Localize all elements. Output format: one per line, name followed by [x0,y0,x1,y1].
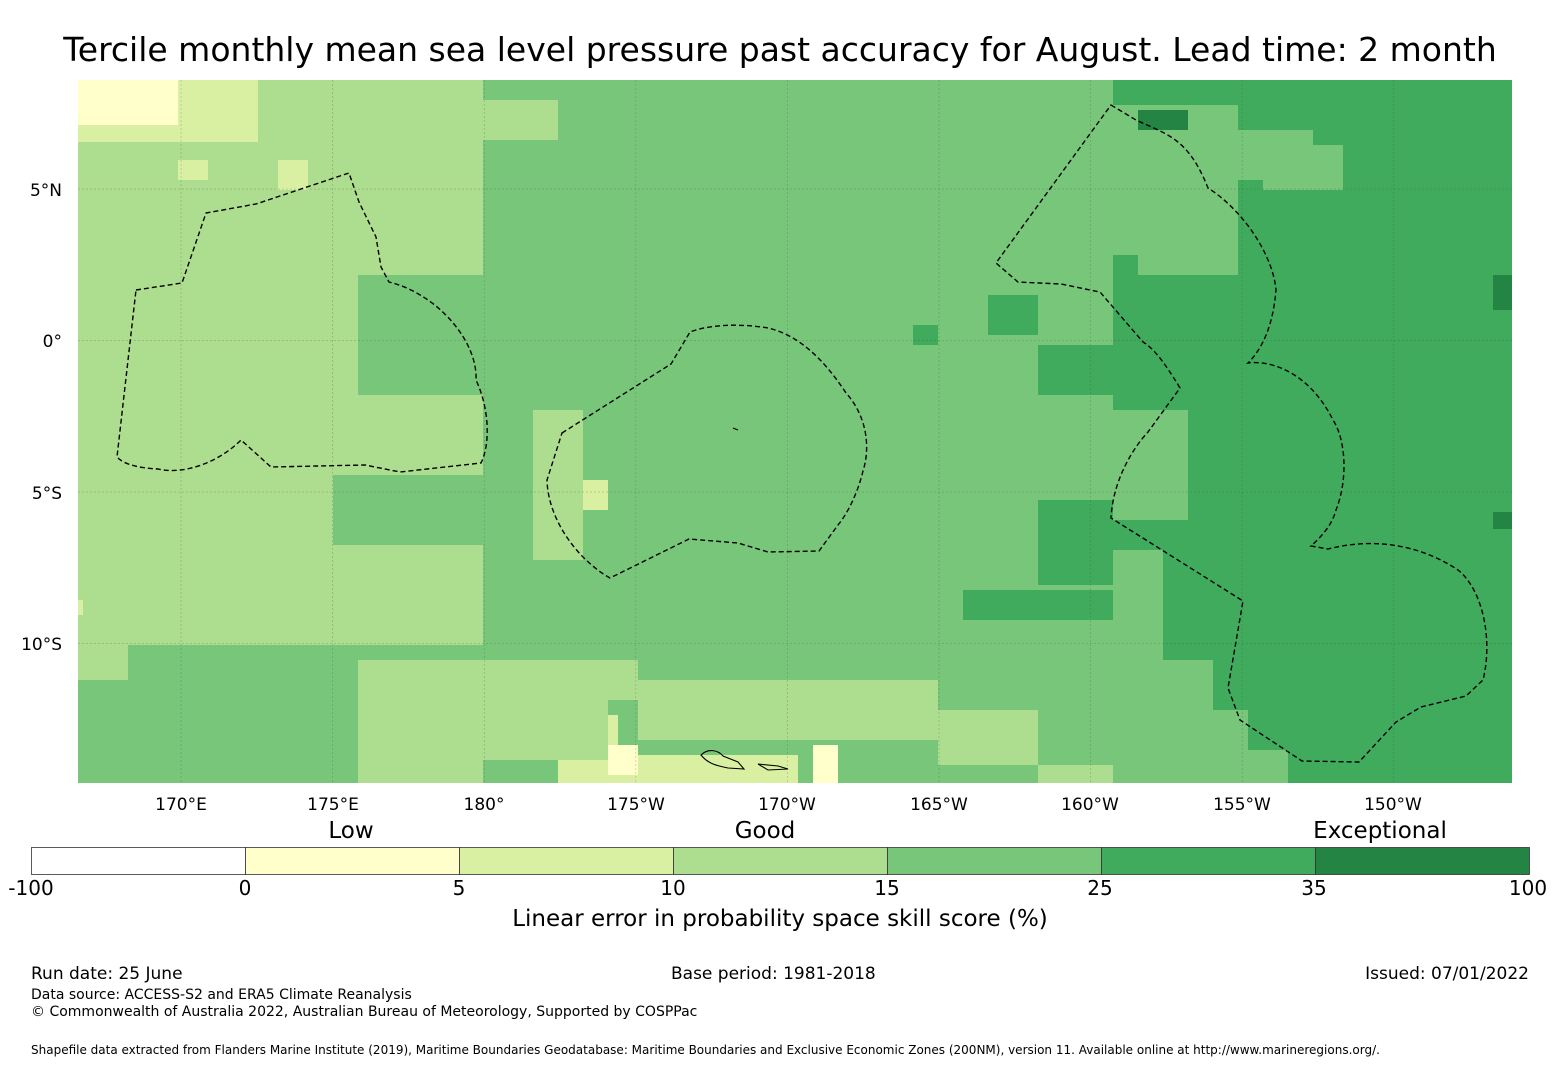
eez-boundaries [116,104,1488,763]
colorbar-bin [673,847,888,875]
lat-label: 5°N [29,181,62,201]
copyright-notice: © Commonwealth of Australia 2022, Austra… [31,1004,698,1020]
data-source: Data source: ACCESS-S2 and ERA5 Climate … [31,987,412,1003]
skill-cell [963,590,1113,620]
skill-cell [1038,500,1113,585]
skill-cell [483,100,558,140]
skill-cell [1493,512,1512,529]
colorbar-tick: 25 [1087,876,1113,900]
skill-cell [533,410,583,560]
skill-field [78,80,1512,783]
skill-cell [1493,275,1512,310]
skill-cell [278,160,308,190]
island-coastlines [700,427,789,771]
skill-cell [1138,210,1238,275]
skill-cell [78,645,128,685]
skill-cell [813,745,838,783]
skill-cell [1263,145,1343,190]
category-label-exceptional: Exceptional [1313,818,1447,844]
lon-label: 170°E [155,795,207,815]
lon-label: 180° [463,795,505,815]
skill-score-map [78,80,1512,783]
category-label-good: Good [734,818,796,844]
skill-cell [608,745,638,775]
eez-tuvalu-area [116,172,488,473]
skill-cell [1038,345,1113,395]
colorbar-bin [887,847,1102,875]
eez-phoenix-area [546,324,868,579]
base-period: Base period: 1981-2018 [671,964,876,984]
lon-label: 175°W [607,795,665,815]
lon-label: 150°W [1364,795,1422,815]
chart-title: Tercile monthly mean sea level pressure … [63,30,1497,69]
skill-cell [78,680,178,780]
run-date: Run date: 25 June [31,964,183,984]
lon-label: 175°E [307,795,359,815]
lat-label: 0° [42,332,62,352]
skill-cell [988,295,1038,335]
colorbar-label: Linear error in probability space skill … [512,906,1048,932]
category-label-low: Low [328,818,374,844]
skill-cell [583,480,608,510]
skill-cell [938,710,1038,765]
skill-cell [358,700,608,760]
colorbar-tick: 35 [1301,876,1327,900]
colorbar-bin [1315,847,1530,875]
colorbar-bin [31,847,246,875]
skill-cell [358,275,483,395]
skill-cell [78,80,178,125]
skill-cell [178,680,358,720]
skill-cell [1138,110,1188,130]
skill-cell [1113,410,1188,520]
island-american-samoa [757,763,789,771]
lon-label: 160°W [1061,795,1119,815]
skill-cell [333,475,483,545]
colorbar [31,847,1530,875]
eez-line-islands-area [995,104,1488,763]
skill-cell [913,325,938,345]
skill-cell [1238,750,1288,783]
skill-cell [1038,765,1113,783]
skill-cell [1113,710,1248,783]
colorbar-tick: 10 [660,876,686,900]
lon-label: 155°W [1213,795,1271,815]
island-tokelau [732,427,739,431]
colorbar-bin [245,847,460,875]
skill-cell [778,695,913,725]
colorbar-tick: 100 [1508,876,1548,900]
colorbar-tick: 15 [874,876,900,900]
skill-cell [1113,660,1213,710]
island-samoa [700,750,746,770]
skill-cell [178,160,208,180]
colorbar-bin [1101,847,1316,875]
colorbar-bin [459,847,674,875]
issued-date: Issued: 07/01/2022 [1365,964,1529,984]
colorbar-tick: -100 [8,876,54,900]
shapefile-credit: Shapefile data extracted from Flanders M… [31,1043,1380,1057]
skill-cell [358,660,638,700]
lat-label: 10°S [21,635,62,655]
colorbar-tick: 5 [452,876,466,900]
map-gridlines [78,80,1512,783]
lat-label: 5°S [31,484,62,504]
lon-label: 170°W [758,795,816,815]
skill-cell [78,600,83,615]
lon-label: 165°W [910,795,968,815]
colorbar-tick: 0 [238,876,252,900]
